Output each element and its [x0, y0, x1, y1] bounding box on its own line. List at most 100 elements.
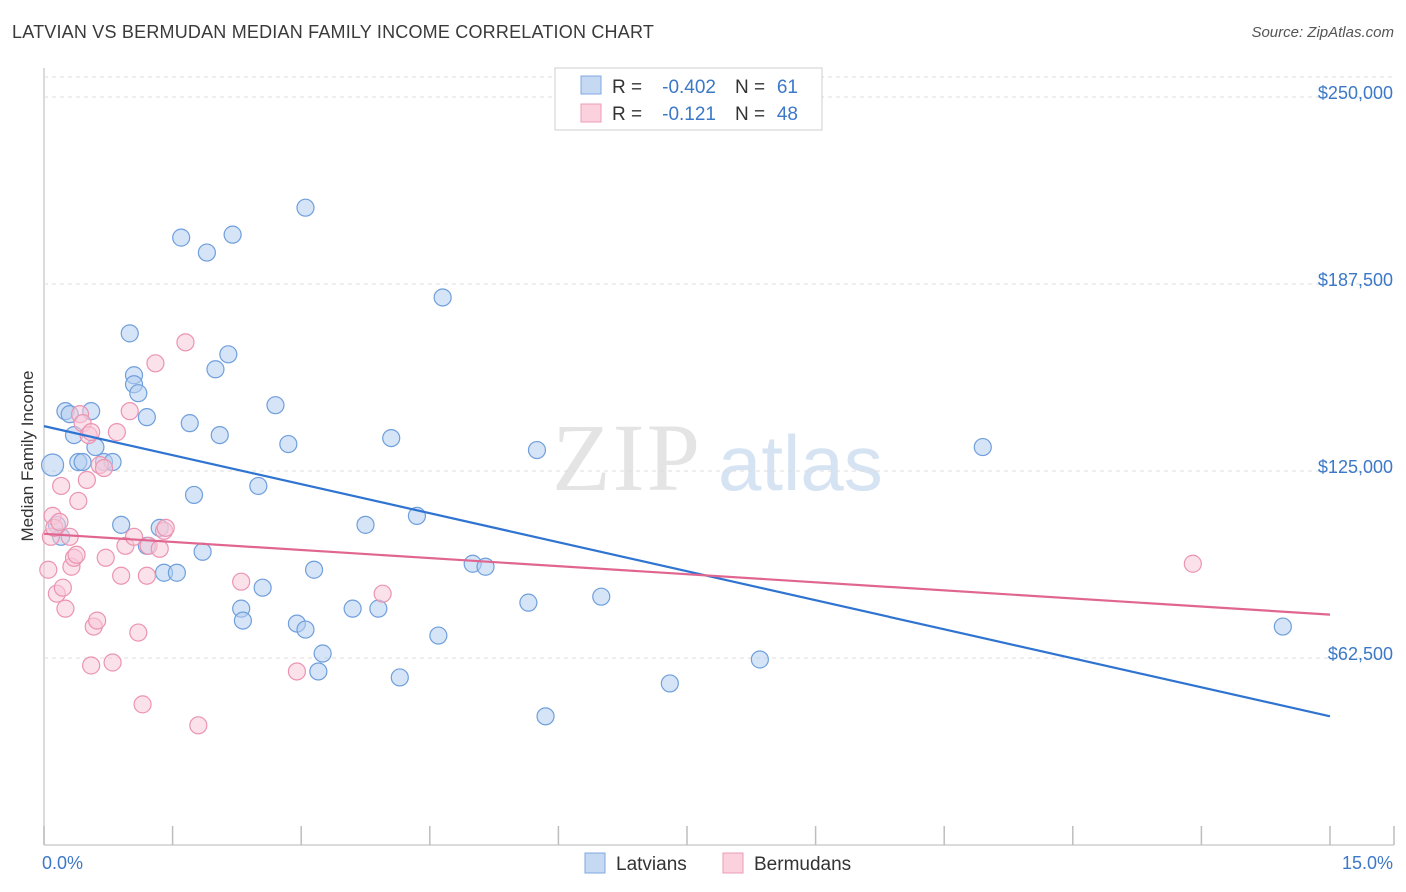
bottom-legend-swatch-latvians	[584, 852, 606, 874]
bottom-legend-label-bermudans: Bermudans	[754, 854, 851, 875]
bermudan-point	[88, 611, 107, 630]
latvian-point	[219, 345, 238, 364]
legend-r-value-latvians: -0.402	[662, 77, 716, 98]
latvian-trend-line	[43, 425, 1331, 718]
latvian-point	[390, 668, 409, 687]
bottom-legend-swatch-bermudans	[722, 852, 744, 874]
latvian-point	[592, 587, 611, 606]
bermudan-point	[373, 584, 392, 603]
bermudan-point	[82, 656, 101, 675]
latvian-point	[1273, 617, 1292, 636]
latvian-point	[167, 563, 186, 582]
legend-r-label-latvians: R =	[612, 77, 642, 98]
y-tick-label: $62,500	[1328, 644, 1393, 664]
latvian-point	[184, 485, 204, 505]
bermudan-point	[112, 566, 131, 585]
latvian-point	[223, 225, 242, 244]
latvian-point	[193, 542, 212, 561]
latvian-point	[750, 650, 769, 669]
gridlines	[44, 96, 1394, 659]
latvian-point	[304, 560, 324, 579]
bermudan-points	[39, 333, 1202, 735]
series-legend: Latvians Bermudans	[584, 852, 851, 875]
bermudan-point	[287, 662, 307, 681]
bermudan-point	[107, 423, 126, 442]
latvian-point	[40, 453, 65, 477]
latvian-point	[536, 707, 555, 726]
bermudan-point	[77, 470, 96, 490]
y-tick-label: $187,500	[1318, 270, 1393, 290]
bermudan-point	[150, 539, 169, 558]
bermudan-point	[133, 695, 152, 714]
latvian-point	[973, 437, 992, 457]
bermudan-point	[1183, 554, 1202, 573]
bermudan-point	[39, 560, 58, 579]
bermudan-point	[156, 518, 175, 537]
latvian-point	[660, 674, 679, 693]
legend-r-label-bermudans: R =	[612, 104, 642, 125]
bermudan-point	[53, 578, 72, 597]
latvian-point	[206, 360, 225, 379]
latvian-point	[266, 396, 285, 415]
bermudan-point	[67, 545, 86, 564]
y-tick-label: $125,000	[1318, 457, 1393, 477]
legend-swatch-bermudans	[580, 103, 602, 123]
latvian-point	[73, 452, 92, 472]
bermudan-point	[176, 333, 195, 352]
bermudan-point	[56, 599, 75, 618]
x-ticks	[43, 826, 1395, 845]
latvian-point	[120, 324, 139, 343]
latvian-point	[527, 440, 547, 460]
latvian-point	[233, 611, 253, 630]
bottom-legend-label-latvians: Latvians	[616, 854, 687, 875]
bermudan-point	[96, 548, 115, 567]
latvian-point	[519, 593, 538, 612]
latvian-point	[253, 578, 272, 597]
latvian-point	[343, 599, 362, 618]
x-tick-label-max: 15.0%	[1342, 853, 1393, 873]
bermudan-point	[94, 458, 114, 478]
latvian-point	[180, 414, 199, 433]
legend-n-value-latvians: 61	[777, 77, 798, 98]
latvian-point	[309, 662, 328, 681]
latvian-point	[433, 288, 452, 307]
latvian-point	[279, 434, 298, 454]
bermudan-point	[69, 491, 88, 511]
bermudan-point	[137, 566, 156, 585]
latvian-point	[296, 198, 315, 217]
bermudan-point	[232, 572, 251, 591]
legend-n-value-bermudans: 48	[777, 104, 798, 125]
latvian-point	[429, 626, 448, 645]
bermudan-point	[120, 402, 139, 421]
latvian-point	[296, 620, 315, 639]
watermark: ZIP atlas	[552, 404, 883, 511]
bermudan-point	[50, 512, 69, 531]
latvian-point	[313, 644, 332, 663]
bermudan-point	[146, 354, 165, 373]
latvian-point	[129, 384, 148, 403]
bermudan-trend-line	[43, 532, 1331, 616]
latvian-point	[382, 428, 401, 448]
svg-text:ZIP: ZIP	[552, 404, 702, 511]
y-axis-label: Median Family Income	[18, 370, 37, 541]
latvian-point	[369, 599, 388, 618]
legend-n-label-bermudans: N =	[735, 104, 765, 125]
latvian-point	[172, 228, 191, 247]
bermudan-point	[124, 527, 144, 546]
bermudan-point	[52, 476, 71, 496]
latvian-point	[249, 476, 268, 496]
bermudan-point	[129, 623, 148, 642]
bermudan-point	[189, 716, 208, 735]
correlation-legend: R = -0.402 N = 61 R = -0.121 N = 48	[554, 67, 823, 131]
y-tick-labels: $62,500 $125,000 $187,500 $250,000	[1318, 83, 1393, 664]
latvian-point	[356, 515, 375, 534]
svg-text:atlas: atlas	[718, 419, 883, 507]
latvian-point	[137, 408, 156, 427]
legend-r-value-bermudans: -0.121	[662, 104, 716, 125]
bermudan-point	[103, 653, 122, 672]
latvian-point	[197, 243, 216, 262]
latvian-point	[210, 425, 229, 445]
source-label: Source: ZipAtlas.com	[1251, 24, 1394, 41]
legend-swatch-latvians	[580, 75, 602, 95]
